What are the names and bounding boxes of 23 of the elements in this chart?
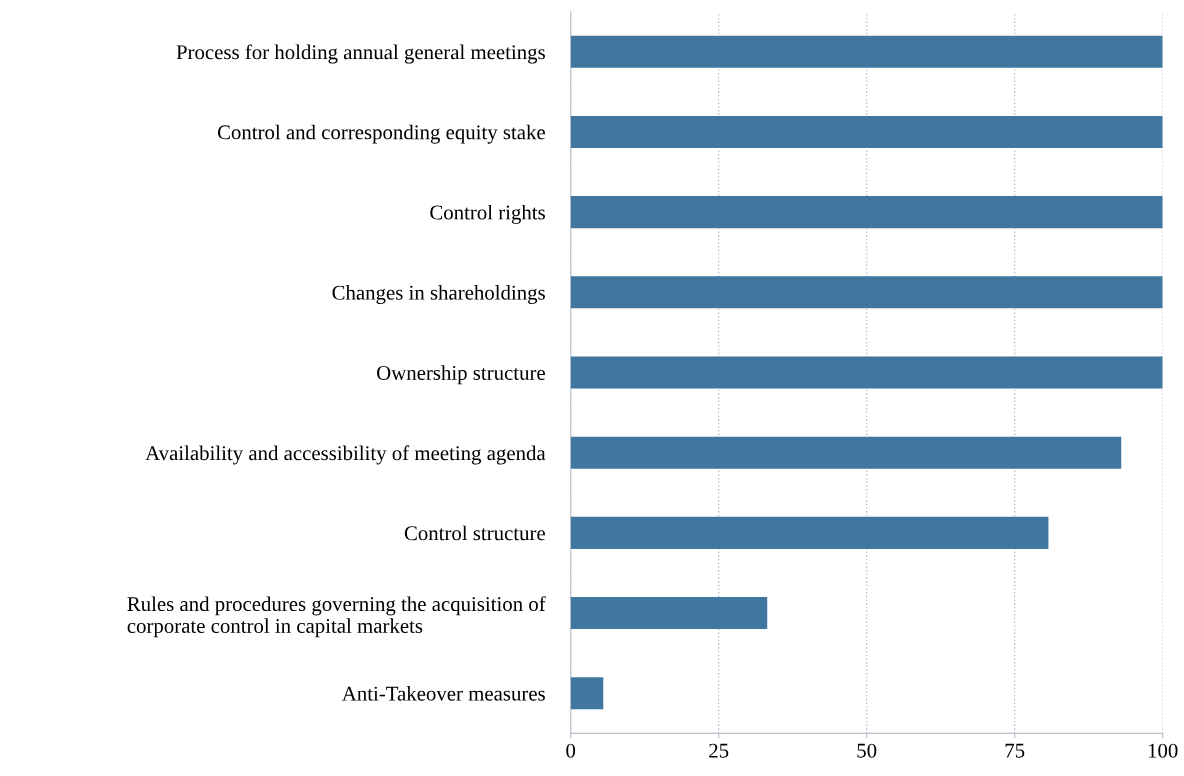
y-tick-label: Process for holding annual general meetings — [176, 44, 545, 64]
bar — [570, 35, 1163, 68]
bar — [570, 356, 1163, 389]
bar — [570, 597, 768, 630]
bar — [570, 196, 1163, 229]
y-tick-label: Ownership structure — [377, 365, 545, 385]
x-tick-label: 0 — [566, 743, 576, 758]
bar — [570, 516, 1049, 549]
bar — [570, 677, 604, 710]
x-tick-label: 50 — [857, 743, 877, 758]
y-tick-label: Anti-Takeover measures — [341, 686, 545, 701]
bar — [570, 276, 1163, 309]
y-tick-label: Control rights — [430, 204, 545, 224]
y-tick-label: Rules and procedures governing the acquisition of corporate control in capital markets — [127, 596, 546, 638]
x-tick-label: 100 — [1148, 743, 1178, 758]
x-tick-label: 75 — [1005, 743, 1025, 758]
bar — [570, 436, 1122, 469]
y-tick-label: Availability and accessibility of meeting agenda — [145, 445, 546, 465]
x-tick-label: 25 — [709, 743, 729, 758]
y-tick-label: Control and corresponding equity stake — [217, 124, 545, 144]
y-tick-label: Control structure — [404, 525, 545, 541]
y-tick-label: Changes in shareholdings — [332, 285, 545, 305]
bar — [570, 115, 1163, 148]
